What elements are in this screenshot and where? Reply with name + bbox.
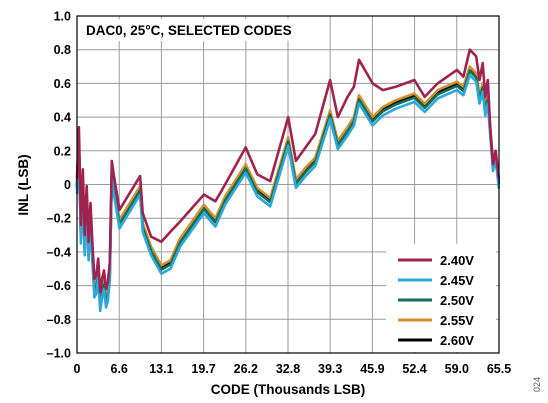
y-tick-label: –0.8: [47, 313, 71, 327]
y-tick-labels: 1.0 0.8 0.6 0.4 0.2 0 –0.2 –0.4 –0.6 –0.8 –1.0: [47, 10, 71, 361]
plot-frame: [76, 15, 500, 354]
figure-id: 024: [532, 377, 542, 392]
series-lines: [75, 48, 501, 313]
y-tick-label: 1.0: [54, 10, 71, 24]
annotation-background: [80, 19, 308, 41]
y-tick-label: –0.2: [47, 212, 71, 226]
x-tick-label: 0: [74, 362, 81, 376]
x-tick-label: 45.9: [360, 362, 384, 376]
x-tick-label: 13.1: [149, 362, 173, 376]
x-tick-label: 65.5: [487, 362, 511, 376]
chart-annotation: DAC0, 25°C, SELECTED CODES: [86, 23, 292, 38]
legend-background: [386, 244, 496, 352]
y-tick-label: 0.8: [54, 43, 71, 57]
x-tick-label: 32.8: [276, 362, 300, 376]
y-tick-label: 0.2: [54, 144, 71, 158]
legend-label: 2.40V: [440, 253, 474, 268]
y-tick-label: –0.6: [47, 279, 71, 293]
x-axis-title: CODE (Thousands LSB): [211, 382, 366, 397]
legend-label: 2.50V: [440, 293, 474, 308]
series-line-245v: [75, 73, 501, 313]
x-tick-label: 6.6: [111, 362, 128, 376]
y-tick-label: –0.4: [47, 245, 71, 259]
y-tick-label: 0.6: [54, 77, 71, 91]
x-tick-labels: 0 6.6 13.1 19.7 26.2 32.8 39.3 45.9 52.4 59.0 65.5: [74, 362, 512, 376]
x-tick-label: 26.2: [234, 362, 258, 376]
legend-label: 2.45V: [440, 273, 474, 288]
y-tick-label: 0.4: [54, 111, 71, 125]
x-tick-label: 19.7: [191, 362, 215, 376]
series-line-240v: [75, 48, 501, 294]
legend-label: 2.60V: [440, 333, 474, 348]
legend-label: 2.55V: [440, 313, 474, 328]
legend: 2.40V 2.45V 2.50V 2.55V 2.60V: [386, 244, 496, 352]
y-tick-label: –1.0: [47, 347, 71, 361]
x-tick-label: 39.3: [318, 362, 342, 376]
x-tick-label: 52.4: [402, 362, 426, 376]
x-tick-label: 59.0: [445, 362, 469, 376]
y-tick-label: 0: [64, 178, 71, 192]
y-axis-title: INL (LSB): [16, 154, 31, 215]
